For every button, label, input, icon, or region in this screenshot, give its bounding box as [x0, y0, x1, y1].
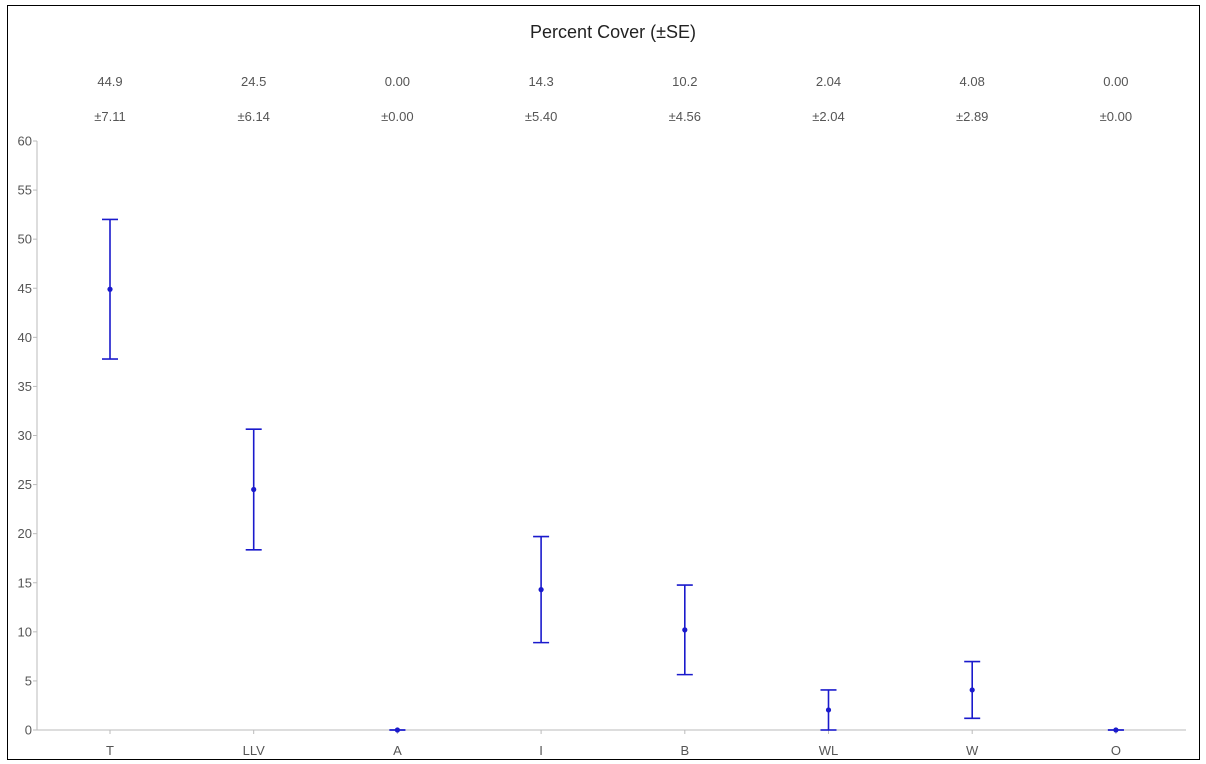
- y-tick-label: 60: [18, 134, 32, 149]
- y-tick-label: 20: [18, 526, 32, 541]
- mean-label: 4.08: [960, 74, 985, 89]
- y-tick-label: 40: [18, 330, 32, 345]
- mean-point: [538, 587, 544, 593]
- summary-stat-labels: 44.9 ±7.11 24.5 ±6.14 0.00 ±0.00 14.3 ±5.40 10.2…: [94, 74, 1132, 124]
- y-tick-label: 35: [18, 379, 32, 394]
- se-label: ±5.40: [525, 109, 557, 124]
- mean-point: [825, 707, 832, 713]
- y-tick-label: 0: [25, 723, 32, 738]
- se-label: ±0.00: [381, 109, 413, 124]
- y-tick-label: 25: [18, 477, 32, 492]
- x-tick-label: B: [680, 743, 689, 758]
- y-axis-ticks: 0 5 10 15 20 25 30 35 40 45 50 55 60: [18, 134, 37, 738]
- x-tick-label: T: [106, 743, 114, 758]
- se-label: ±6.14: [237, 109, 269, 124]
- y-tick-label: 30: [18, 428, 32, 443]
- mean-label: 0.00: [1103, 74, 1128, 89]
- x-tick-label: I: [539, 743, 543, 758]
- se-label: ±0.00: [1100, 109, 1132, 124]
- x-axis-labels: T LLV A I B WL W O: [106, 730, 1121, 758]
- mean-point: [394, 727, 400, 733]
- x-tick-label: WL: [819, 743, 839, 758]
- mean-point: [107, 286, 113, 292]
- mean-label: 24.5: [241, 74, 266, 89]
- x-tick-label: LLV: [243, 743, 265, 758]
- mean-point: [682, 627, 688, 633]
- se-label: ±7.11: [94, 109, 125, 124]
- mean-label: 2.04: [816, 74, 841, 89]
- mean-point: [251, 486, 257, 493]
- error-bar-marks: [102, 218, 1124, 733]
- y-tick-label: 15: [18, 575, 32, 590]
- se-label: ±2.89: [956, 109, 988, 124]
- y-tick-label: 10: [18, 624, 32, 639]
- y-tick-label: 55: [18, 183, 32, 198]
- y-tick-label: 5: [25, 673, 32, 688]
- chart-frame: [7, 5, 1200, 760]
- mean-label: 14.3: [528, 74, 553, 89]
- mean-label: 10.2: [672, 74, 697, 89]
- y-tick-label: 50: [18, 232, 32, 247]
- y-tick-label: 45: [18, 281, 32, 296]
- x-tick-label: O: [1111, 743, 1121, 758]
- mean-point: [1113, 727, 1119, 733]
- mean-point: [969, 687, 975, 693]
- mean-label: 44.9: [97, 74, 122, 89]
- mean-label: 0.00: [385, 74, 410, 89]
- chart-title: Percent Cover (±SE): [530, 22, 696, 42]
- x-tick-label: W: [966, 743, 979, 758]
- se-label: ±4.56: [669, 109, 701, 124]
- se-label: ±2.04: [812, 109, 844, 124]
- x-tick-label: A: [393, 743, 402, 758]
